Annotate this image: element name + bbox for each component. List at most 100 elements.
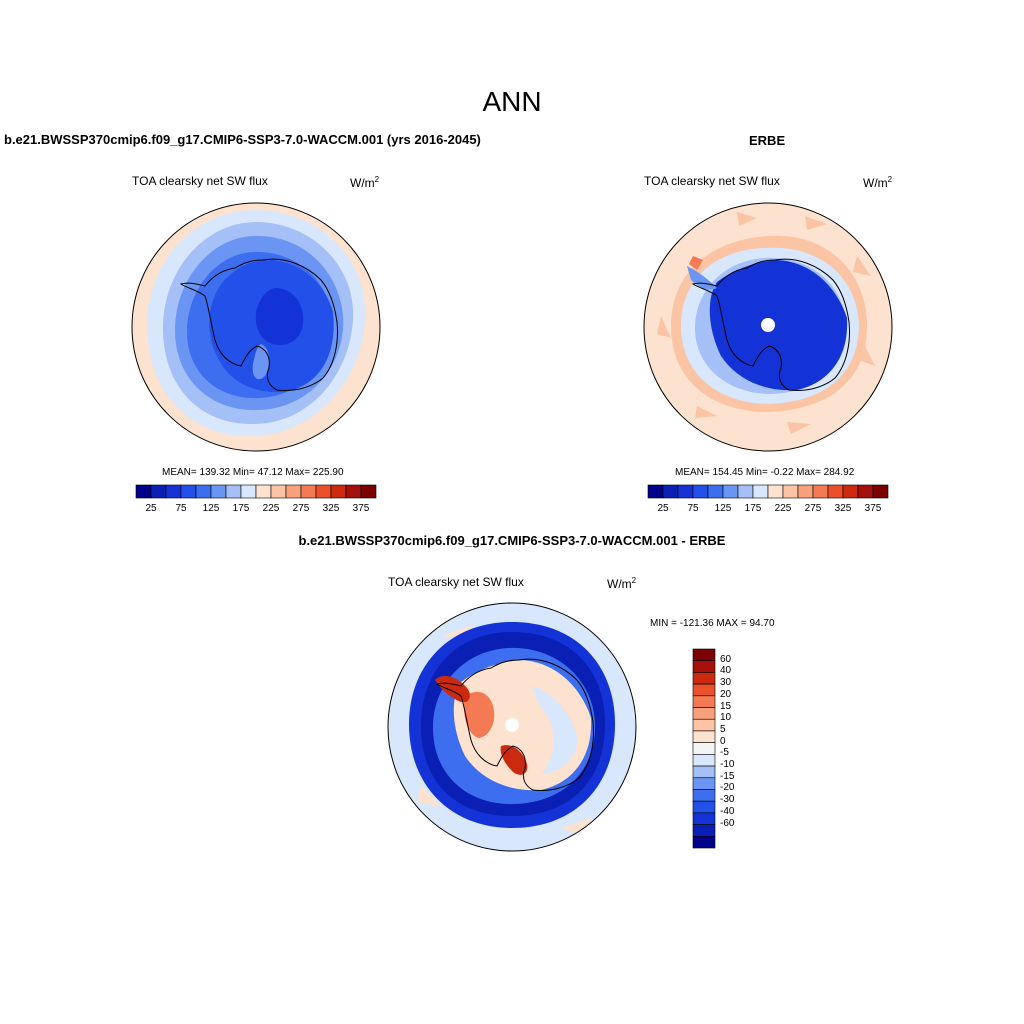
model-colorbar-tick-label: 375 [352, 503, 370, 514]
obs-colorbar-swatch [857, 484, 874, 499]
obs-stats-text: MEAN= 154.45 Min= -0.22 Max= 284.92 [675, 467, 855, 478]
diff-colorbar-swatch [692, 812, 716, 825]
model-colorbar-swatch [330, 484, 347, 499]
diff-panel-title: b.e21.BWSSP370cmip6.f09_g17.CMIP6-SSP3-7… [298, 533, 726, 548]
obs-colorbar-swatch [797, 484, 814, 499]
model-colorbar-swatch [195, 484, 212, 499]
diff-colorbar-swatch [692, 683, 716, 697]
diff-stats-text: MIN = -121.36 MAX = 94.70 [650, 618, 775, 629]
model-colorbar-swatch [270, 484, 287, 499]
model-colorbar-tick-label: 175 [232, 503, 250, 514]
obs-variable-label: TOA clearsky net SW flux [644, 174, 780, 188]
model-colorbar-swatch [285, 484, 302, 499]
obs-polar-map [643, 202, 893, 452]
diff-polar-map [387, 602, 637, 852]
diff-colorbar-swatch [692, 672, 716, 685]
diff-colorbar-swatch [692, 765, 716, 779]
obs-colorbar-swatch [722, 484, 739, 499]
diff-colorbar-ticks: 60 40 30 20 15 10 5 0 -5 -10 -15 -20 -30 -40 -60 [720, 648, 760, 849]
obs-colorbar-tick-label: 125 [714, 503, 732, 514]
obs-colorbar-tick-label: 25 [657, 503, 669, 514]
diff-coastline [435, 658, 594, 791]
diff-colorbar-tick-label: -20 [720, 782, 735, 794]
obs-antarctica-fill [709, 260, 848, 391]
obs-colorbar-swatch [737, 484, 754, 499]
model-colorbar [135, 484, 377, 499]
diff-colorbar-tick-label: 30 [720, 677, 732, 689]
obs-map-border [643, 202, 893, 452]
model-variable-label: TOA clearsky net SW flux [132, 174, 268, 188]
diff-variable-label: TOA clearsky net SW flux [388, 575, 524, 589]
model-ross-shelf-fill [252, 344, 270, 380]
model-colorbar-tick-label: 275 [292, 503, 310, 514]
diff-colorbar-swatch [692, 824, 716, 837]
model-colorbar-swatch [240, 484, 257, 499]
figure-title: ANN [482, 86, 542, 117]
obs-colorbar-tick-label: 375 [864, 503, 882, 514]
diff-colorbar-swatch [692, 718, 716, 732]
obs-colorbar-swatch [707, 484, 724, 499]
diff-colorbar-swatch [692, 800, 716, 814]
model-colorbar-swatch [165, 484, 182, 499]
obs-colorbar-tick-label: 325 [834, 503, 852, 514]
diff-colorbar-tick-label: -10 [720, 759, 735, 771]
model-colorbar-swatch [360, 484, 377, 499]
diff-polar-gap [505, 718, 519, 732]
obs-colorbar [647, 484, 889, 499]
model-units-label: W/m2 [350, 175, 380, 190]
model-colorbar-tick-label: 75 [175, 503, 187, 514]
model-colorbar-tick-label: 325 [322, 503, 340, 514]
model-plateau-fill [255, 288, 304, 346]
model-colorbar-swatch [255, 484, 272, 499]
model-colorbar-ticks: 25 75 125 175 225 275 325 375 [130, 503, 382, 517]
obs-colorbar-swatch [842, 484, 859, 499]
obs-colorbar-swatch [692, 484, 709, 499]
diff-units-label: W/m2 [607, 576, 637, 591]
obs-colorbar-ticks: 25 75 125 175 225 275 325 375 [642, 503, 894, 517]
obs-colorbar-swatch [677, 484, 694, 499]
model-colorbar-tick-label: 225 [262, 503, 280, 514]
model-stats-text: MEAN= 139.32 Min= 47.12 Max= 225.90 [162, 467, 344, 478]
diff-colorbar-swatch [692, 695, 716, 708]
diff-colorbar-tick-label: 0 [720, 735, 726, 747]
model-colorbar-swatch [150, 484, 167, 499]
diff-colorbar-tick-label: 60 [720, 653, 732, 665]
model-colorbar-swatch [300, 484, 317, 499]
diff-colorbar-tick-label: -30 [720, 794, 735, 806]
obs-colorbar-swatch [872, 484, 889, 499]
model-colorbar-tick-label: 25 [145, 503, 157, 514]
obs-colorbar-tick-label: 75 [687, 503, 699, 514]
diff-colorbar-swatch [692, 742, 716, 755]
diff-colorbar-tick-label: 10 [720, 712, 732, 724]
diff-west-antarctica-warm [463, 691, 495, 738]
diff-ross-warm [500, 745, 528, 775]
diff-colorbar-swatch [692, 754, 716, 767]
model-polar-map [131, 202, 381, 452]
diff-map-border [387, 602, 637, 852]
obs-peninsula-fill [687, 266, 717, 290]
model-colorbar-swatch [315, 484, 332, 499]
diff-colorbar-swatch [692, 789, 716, 802]
diff-colorbar-tick-label: 20 [720, 688, 732, 700]
diff-colorbar-tick-label: 5 [720, 723, 726, 735]
diff-colorbar-swatch [692, 648, 716, 662]
obs-colorbar-tick-label: 175 [744, 503, 762, 514]
diff-colorbar-swatch [692, 835, 716, 849]
obs-units-label: W/m2 [863, 175, 893, 190]
diff-colorbar-tick-label: 40 [720, 665, 732, 677]
obs-colorbar-swatch [827, 484, 844, 499]
model-colorbar-tick-label: 125 [202, 503, 220, 514]
diff-colorbar [692, 648, 716, 849]
diff-colorbar-tick-label: -15 [720, 770, 735, 782]
obs-colorbar-swatch [812, 484, 829, 499]
model-coastline [179, 258, 338, 391]
diff-colorbar-tick-label: -5 [720, 747, 729, 759]
model-colorbar-swatch [345, 484, 362, 499]
diff-colorbar-swatch [692, 777, 716, 790]
model-colorbar-swatch [210, 484, 227, 499]
obs-coastline [691, 258, 850, 391]
diff-colorbar-swatch [692, 660, 716, 673]
model-colorbar-swatch [180, 484, 197, 499]
obs-colorbar-swatch [782, 484, 799, 499]
obs-colorbar-swatch [647, 484, 664, 499]
